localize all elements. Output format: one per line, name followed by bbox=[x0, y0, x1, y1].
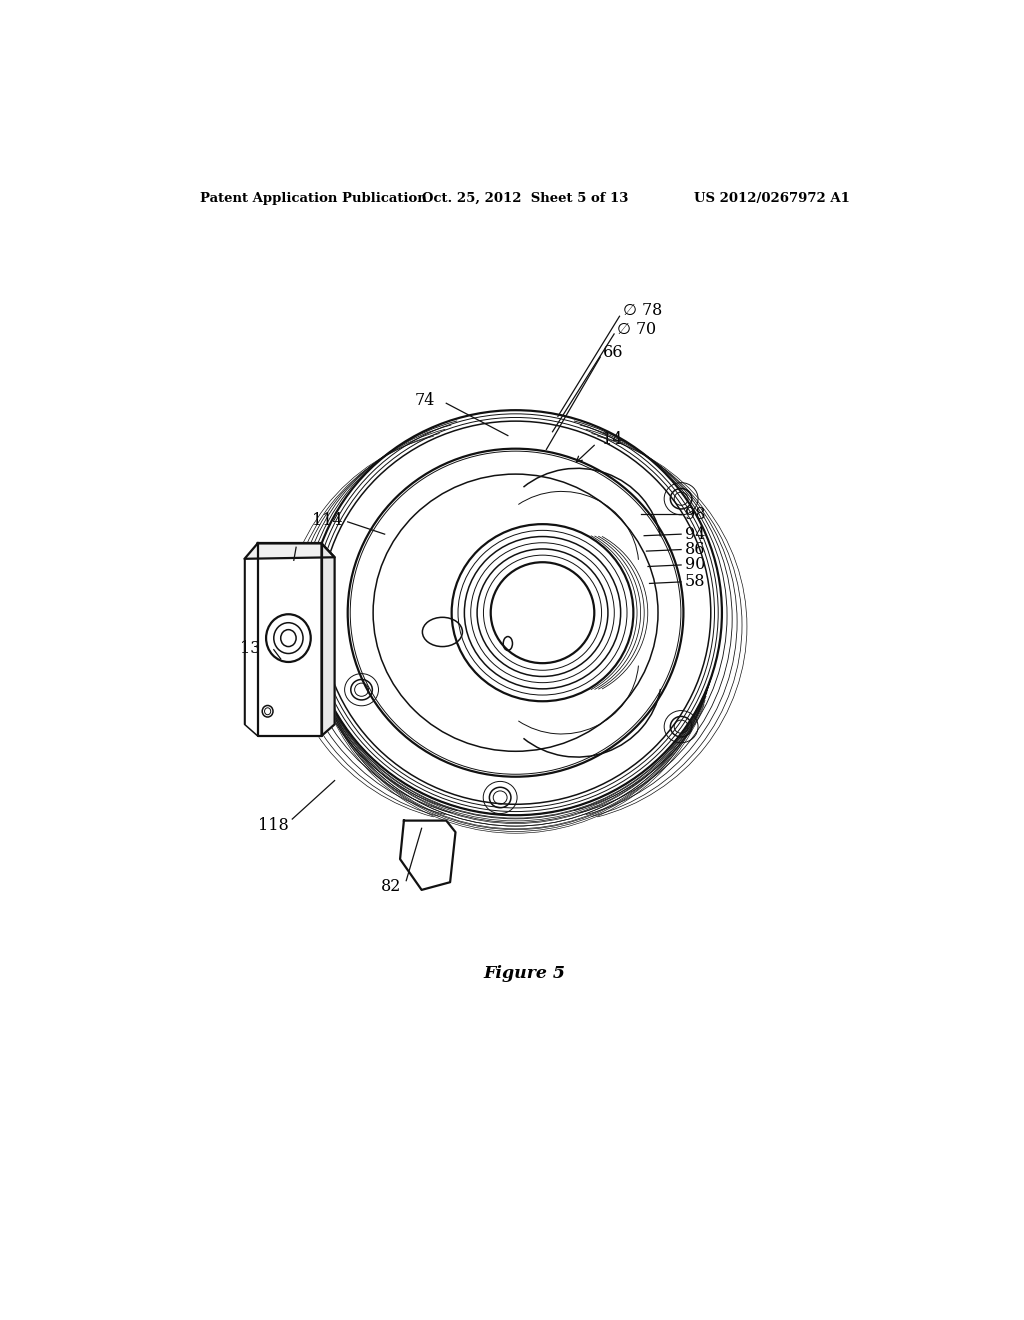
Polygon shape bbox=[245, 544, 335, 558]
Text: 134: 134 bbox=[240, 640, 270, 656]
Text: 82: 82 bbox=[381, 878, 401, 895]
Text: 14: 14 bbox=[602, 430, 623, 447]
Ellipse shape bbox=[266, 614, 310, 663]
Text: 86: 86 bbox=[685, 541, 706, 558]
Text: $\varnothing$ 78: $\varnothing$ 78 bbox=[622, 302, 663, 319]
Text: 66: 66 bbox=[602, 345, 623, 360]
Polygon shape bbox=[322, 544, 335, 737]
Text: 90: 90 bbox=[685, 557, 706, 573]
Polygon shape bbox=[258, 544, 322, 737]
Text: 114: 114 bbox=[312, 512, 343, 529]
Text: 94: 94 bbox=[685, 525, 706, 543]
Text: 98: 98 bbox=[685, 506, 706, 523]
Text: Oct. 25, 2012  Sheet 5 of 13: Oct. 25, 2012 Sheet 5 of 13 bbox=[422, 191, 628, 205]
Text: 122: 122 bbox=[260, 553, 291, 570]
Text: 118: 118 bbox=[258, 817, 289, 834]
Text: $\varnothing$ 70: $\varnothing$ 70 bbox=[616, 321, 656, 338]
Text: Figure 5: Figure 5 bbox=[483, 965, 566, 982]
Text: 58: 58 bbox=[685, 573, 706, 590]
Text: 74: 74 bbox=[415, 392, 435, 409]
Polygon shape bbox=[400, 821, 456, 890]
Text: US 2012/0267972 A1: US 2012/0267972 A1 bbox=[694, 191, 850, 205]
Text: Patent Application Publication: Patent Application Publication bbox=[200, 191, 427, 205]
